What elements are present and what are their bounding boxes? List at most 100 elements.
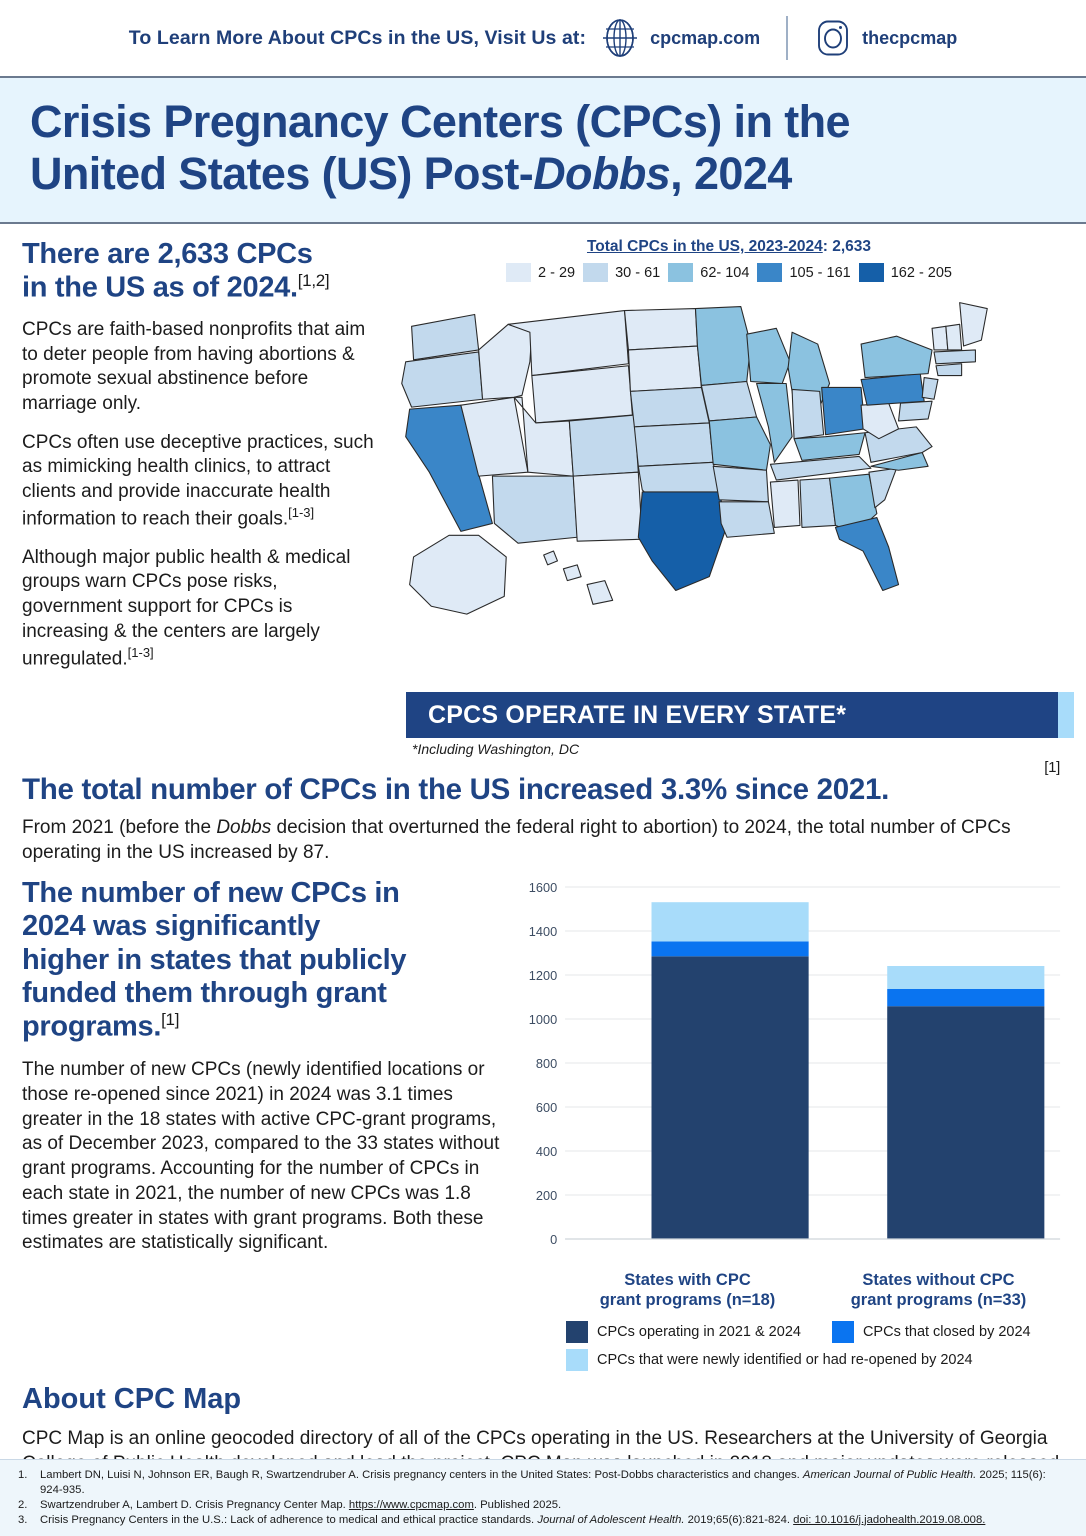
y-tick-1200: 1200: [529, 968, 557, 983]
reference-1-text: Lambert DN, Luisi N, Johnson ER, Baugh R…: [40, 1468, 1068, 1498]
chart-legend-swatch: [566, 1320, 588, 1343]
section1-heading: There are 2,633 CPCs in the US as of 202…: [22, 238, 374, 304]
map-legend-item: 30 - 61: [583, 263, 661, 283]
map-legend-label: 162 - 205: [890, 264, 952, 281]
map-legend-swatch: [506, 263, 531, 283]
chart-legend-item-operating: CPCs operating in 2021 & 2024: [566, 1320, 801, 1343]
section3-heading-line2: 2024 was significantly: [22, 910, 321, 943]
map-legend-title-underlined: Total CPCs in the US, 2023-2024: [586, 238, 823, 256]
map-legend-item: 2 - 29: [506, 263, 575, 283]
section1-paragraph-2-ref: [1-3]: [288, 504, 315, 520]
state-oh: [821, 387, 866, 436]
section3-heading: The number of new CPCs in 2024 was signi…: [22, 877, 500, 1044]
section1-paragraph-1-text: CPCs are faith-based nonprofits that aim…: [22, 318, 366, 415]
map-column: Total CPCs in the US, 2023-2024: 2,633 2…: [384, 238, 1074, 757]
map-legend-swatch: [858, 263, 884, 283]
main-content: There are 2,633 CPCs in the US as of 202…: [0, 238, 1086, 1500]
website-link[interactable]: cpcmap.com: [600, 18, 760, 58]
top-bar: To Learn More About CPCs in the US, Visi…: [0, 0, 1086, 78]
section3-heading-ref: [1]: [161, 1010, 180, 1030]
state-ms: [769, 479, 801, 529]
state-in: [791, 389, 825, 440]
section-grant-programs: The number of new CPCs in 2024 was signi…: [22, 877, 1064, 1377]
reference-2-link[interactable]: https://www.cpcmap.com: [348, 1498, 474, 1511]
y-tick-1000: 1000: [529, 1012, 557, 1027]
y-tick-0: 0: [550, 1232, 557, 1247]
y-tick-800: 800: [536, 1056, 557, 1071]
state-me: [959, 302, 988, 347]
state-hi-1: [543, 550, 559, 566]
banner-footnote: *Including Washington, DC: [412, 741, 580, 758]
chart-legend-label: CPCs that closed by 2024: [862, 1323, 1031, 1340]
state-ia: [700, 381, 758, 422]
banner-accent-cap: [1058, 692, 1074, 739]
section1-text-column: There are 2,633 CPCs in the US as of 202…: [22, 238, 374, 757]
instagram-link[interactable]: thecpcmap: [814, 19, 957, 57]
section3-paragraph: The number of new CPCs (newly identified…: [22, 1059, 500, 1254]
section3-heading-line5: programs.: [22, 1011, 162, 1044]
section1-paragraph-2-text: CPCs often use deceptive practices, such…: [22, 431, 374, 530]
bar-seg-new: [651, 902, 809, 942]
chart-legend-label: CPCs that were newly identified or had r…: [597, 1351, 973, 1368]
state-ny: [860, 336, 933, 379]
state-mn: [694, 306, 752, 387]
title-line-2-pre: United States (US) Post-: [30, 148, 534, 200]
instagram-label: thecpcmap: [862, 27, 958, 48]
state-hi-2: [562, 564, 582, 582]
state-sc: [868, 468, 898, 509]
map-legend-label: 62- 104: [700, 264, 750, 281]
reference-1-pre: Lambert DN, Luisi N, Johnson ER, Baugh R…: [40, 1468, 803, 1481]
reference-2-number: 2.: [18, 1498, 28, 1511]
reference-3-number: 3.: [18, 1513, 28, 1526]
reference-3-doi-link[interactable]: doi: 10.1016/j.jadohealth.2019.08.008.: [793, 1513, 986, 1526]
section1-heading-ref: [1,2]: [297, 270, 330, 290]
reference-3-post: 2019;65(6):821-824.: [684, 1513, 794, 1526]
state-nd: [623, 308, 698, 351]
reference-2-post: . Published 2025.: [473, 1498, 562, 1511]
state-md: [898, 401, 933, 422]
instagram-icon: [818, 20, 849, 56]
chart-legend-row-1: CPCs operating in 2021 & 2024 CPCs that …: [566, 1320, 1064, 1343]
section2-heading-ref: [1]: [1044, 759, 1060, 777]
map-legend-label: 105 - 161: [789, 264, 851, 281]
state-il: [756, 383, 793, 464]
section3-heading-line3: higher in states that publicly: [22, 943, 407, 976]
section2-subtext-italic: Dobbs: [216, 817, 272, 839]
x-label-with-grants-line2: grant programs (n=18): [599, 1290, 776, 1309]
us-choropleth-map: [384, 286, 1074, 686]
about-heading: About CPC Map: [22, 1382, 242, 1415]
state-ct: [935, 363, 963, 377]
state-nc: [870, 452, 929, 472]
reference-3: 3. Crisis Pregnancy Centers in the U.S.:…: [18, 1513, 1068, 1528]
references-block: 1. Lambert DN, Luisi N, Johnson ER, Baug…: [0, 1458, 1086, 1536]
bar-group-with-grants: [651, 902, 809, 1239]
chart-legend-row-2: CPCs that were newly identified or had r…: [566, 1348, 1064, 1371]
title-line-2-post: , 2024: [670, 148, 792, 200]
every-state-banner: CPCS OPERATE IN EVERY STATE*: [406, 692, 1074, 739]
reference-3-pre: Crisis Pregnancy Centers in the U.S.: La…: [40, 1513, 538, 1526]
map-legend-title-value: : 2,633: [822, 238, 871, 256]
reference-1-post: 2025; 115(6): 924-935.: [40, 1468, 1046, 1496]
state-ok: [637, 462, 720, 497]
bar-group-without-grants: [887, 966, 1045, 1239]
map-legend: 2 - 29 30 - 61 62- 104 105 - 161: [384, 263, 1074, 283]
section1-heading-line1: There are 2,633 CPCs: [22, 238, 313, 271]
bar-seg-operating: [651, 956, 809, 1239]
bar-seg-closed: [887, 989, 1045, 1007]
title-line-2-italic: Dobbs: [533, 148, 671, 200]
section2-subtext-post: decision that overturned the federal rig…: [22, 817, 1011, 863]
reference-3-journal: Journal of Adolescent Health.: [537, 1513, 685, 1526]
x-label-without-grants: States without CPC grant programs (n=33): [813, 1271, 1064, 1311]
chart-x-labels: States with CPC grant programs (n=18) St…: [514, 1271, 1064, 1311]
section3-heading-line1: The number of new CPCs in: [22, 877, 400, 909]
topbar-divider: [786, 16, 789, 60]
state-ne: [629, 387, 710, 428]
y-tick-600: 600: [536, 1100, 557, 1115]
map-legend-item: 162 - 205: [858, 263, 952, 283]
state-pa: [860, 373, 925, 407]
reference-3-text: Crisis Pregnancy Centers in the U.S.: La…: [40, 1513, 1068, 1528]
map-legend-label: 30 - 61: [615, 264, 661, 281]
state-nm: [572, 472, 643, 543]
section-cpc-count: There are 2,633 CPCs in the US as of 202…: [22, 238, 1074, 757]
